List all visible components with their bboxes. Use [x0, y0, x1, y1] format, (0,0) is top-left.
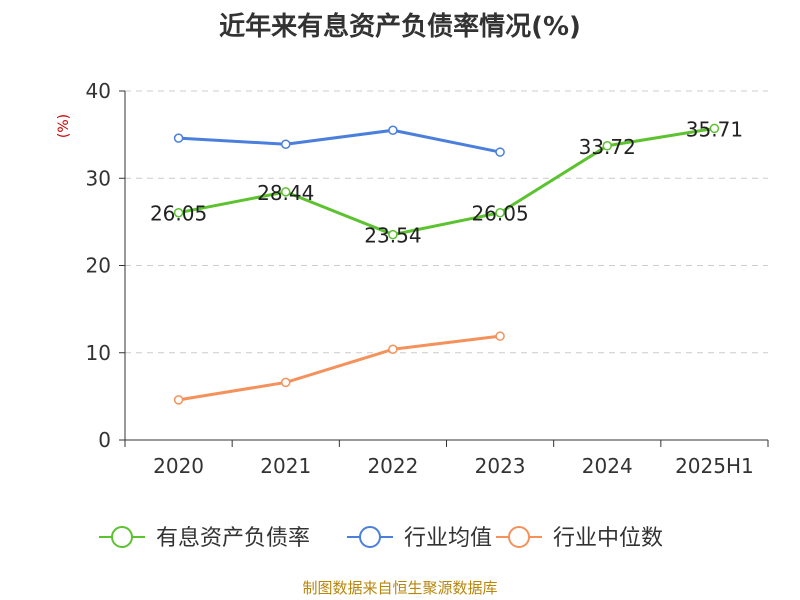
legend-label: 行业中位数	[553, 526, 663, 551]
source-note: 制图数据来自恒生聚源数据库	[302, 579, 498, 597]
data-point	[709, 123, 720, 134]
y-tick-label: 10	[86, 341, 111, 365]
data-point	[388, 344, 398, 355]
data-label: 26.05	[150, 202, 207, 226]
data-point	[495, 207, 505, 218]
data-point	[173, 395, 184, 405]
data-labels: 26.05 28.44 23.54 26.05 33.72 35.71	[150, 117, 743, 247]
data-label: 33.72	[579, 135, 636, 159]
series-line	[178, 334, 501, 402]
legend: 有息资产负债率 行业均值 行业中位数	[99, 526, 663, 551]
axes: 0 10 20 30 40 (%) 2020 2021 2022 2023 2024 2025H1	[56, 79, 769, 478]
x-tick-label: 2023	[475, 454, 526, 478]
legend-marker	[111, 526, 133, 548]
data-point	[281, 139, 291, 149]
legend-label: 有息资产负债率	[156, 526, 310, 551]
y-axis-title: (%)	[56, 114, 72, 138]
x-tick-label: 2024	[582, 454, 633, 478]
x-tick-label: 2022	[367, 454, 418, 478]
data-point	[495, 331, 505, 341]
legend-marker	[508, 526, 530, 548]
series-lines	[173, 123, 720, 405]
x-tick-label: 2021	[260, 454, 311, 478]
series-line	[178, 128, 501, 154]
data-label: 26.05	[471, 202, 528, 226]
data-point	[173, 207, 184, 218]
y-tick-label: 30	[86, 166, 111, 190]
data-label: 35.71	[686, 117, 743, 141]
data-point	[495, 147, 505, 157]
x-tick-label: 2020	[153, 454, 204, 478]
legend-marker	[359, 526, 381, 548]
grid-lines	[125, 90, 768, 354]
legend-label: 行业均值	[404, 526, 492, 551]
data-point	[388, 229, 398, 240]
y-tick-label: 0	[98, 428, 111, 452]
data-point	[173, 133, 184, 143]
chart-title: 近年来有息资产负债率情况(%)	[219, 12, 581, 42]
x-tick-label: 2025H1	[675, 454, 754, 478]
data-point	[281, 187, 291, 197]
data-point	[388, 125, 398, 136]
data-label: 23.54	[364, 224, 421, 248]
y-tick-label: 40	[86, 79, 111, 103]
data-point	[602, 141, 612, 151]
data-point	[281, 377, 291, 388]
series-line	[178, 126, 715, 237]
data-label: 28.44	[257, 181, 314, 205]
y-tick-label: 20	[86, 254, 111, 278]
